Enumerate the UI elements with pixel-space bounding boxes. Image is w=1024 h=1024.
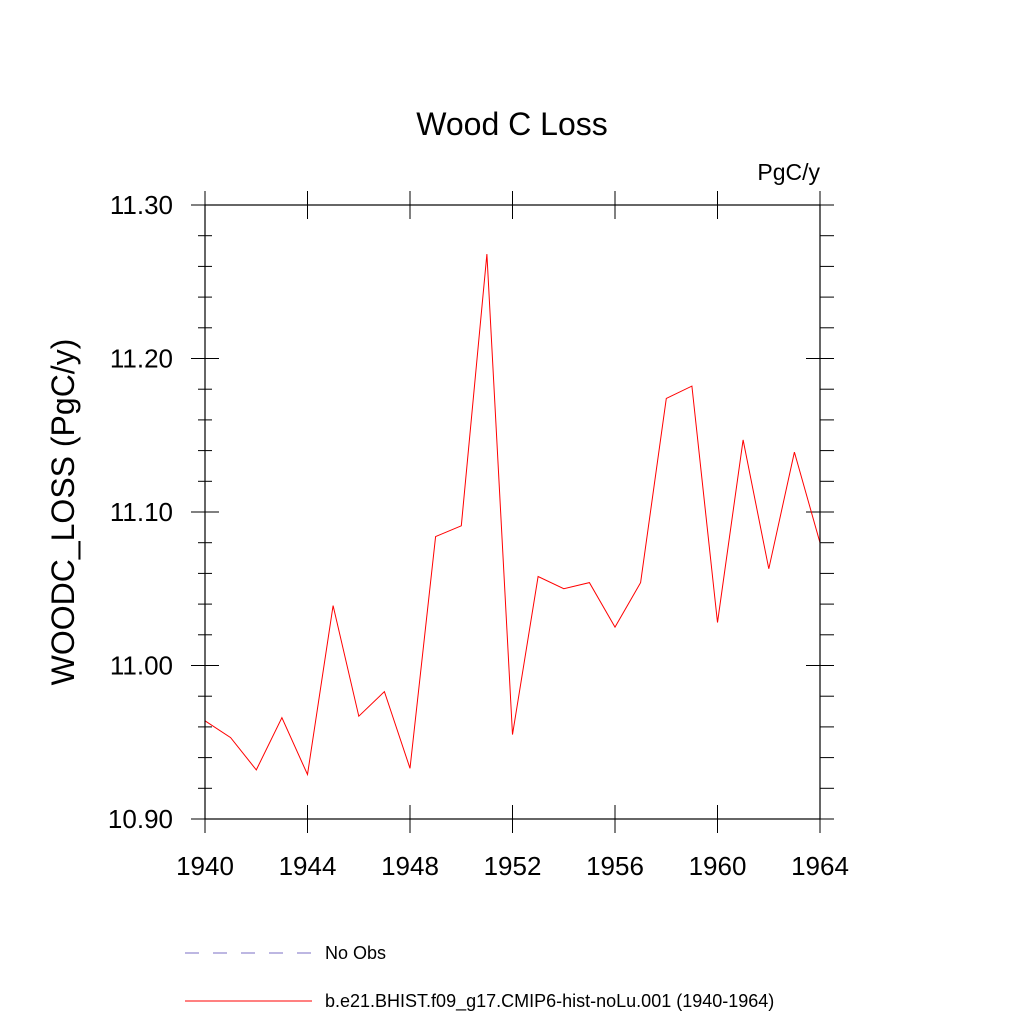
y-tick-label: 11.20: [110, 344, 173, 374]
minor-ticks: [198, 204, 834, 820]
x-tick-labels: 1940 1944 1948 1952 1956 1960 1964: [176, 851, 849, 881]
legend: No Obs b.e21.BHIST.f09_g17.CMIP6-hist-no…: [185, 943, 774, 1012]
plot-frame: [204, 204, 821, 820]
x-tick-label: 1964: [791, 851, 849, 881]
legend-label-model: b.e21.BHIST.f09_g17.CMIP6-hist-noLu.001 …: [325, 991, 774, 1012]
series-line: [204, 254, 821, 777]
y-tick-label: 11.00: [110, 651, 173, 681]
y-tick-labels: 10.90 11.00 11.10 11.20 11.30: [108, 190, 173, 834]
y-tick-label: 11.10: [110, 497, 173, 527]
x-tick-label: 1940: [176, 851, 234, 881]
series-layer: [204, 254, 821, 777]
x-tick-label: 1952: [484, 851, 542, 881]
y-tick-label: 10.90: [108, 804, 173, 834]
major-ticks: [191, 191, 834, 833]
units-label: PgC/y: [757, 159, 820, 185]
x-tick-label: 1944: [279, 851, 337, 881]
chart-title: Wood C Loss: [416, 106, 608, 142]
x-tick-label: 1948: [381, 851, 439, 881]
y-axis-label: WOODC_LOSS (PgC/y): [45, 339, 81, 686]
x-tick-label: 1956: [586, 851, 644, 881]
x-tick-label: 1960: [689, 851, 747, 881]
legend-label-no-obs: No Obs: [325, 943, 386, 963]
y-tick-label: 11.30: [110, 190, 173, 220]
